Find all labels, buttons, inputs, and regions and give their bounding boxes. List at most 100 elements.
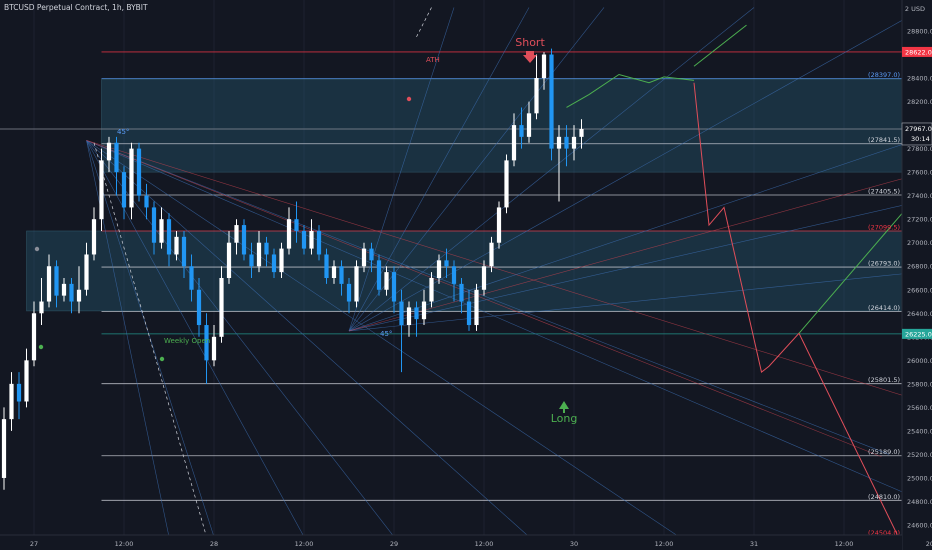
- fan-line: [86, 140, 902, 493]
- candle-body: [444, 260, 449, 267]
- countdown-label: 30:14: [911, 135, 930, 143]
- candle-body: [466, 301, 472, 326]
- time-tick-label: 12:00: [475, 540, 494, 548]
- price-tick-label: 26800.0: [907, 263, 932, 271]
- candle-body: [181, 236, 187, 267]
- level-label: (24504.0): [868, 529, 900, 537]
- fan-line: [348, 7, 455, 332]
- long-label: Long: [551, 412, 578, 425]
- candle-body: [526, 113, 532, 137]
- candle-body: [399, 301, 404, 326]
- price-tick-label: 27800.0: [907, 145, 932, 153]
- angle-label: 45°: [380, 330, 392, 338]
- candle-body: [459, 283, 464, 302]
- candle-body: [429, 278, 434, 302]
- marker-dot: [38, 344, 44, 350]
- candle-body: [174, 236, 179, 255]
- fan-line: [86, 140, 394, 535]
- level-label: (27099.5): [868, 224, 900, 232]
- candle-body: [249, 254, 254, 267]
- time-tick-label: 12:00: [295, 540, 314, 548]
- price-tick-label: 26600.0: [907, 286, 932, 294]
- current-price-label: 27967.0: [905, 125, 932, 133]
- candle-body: [451, 266, 457, 284]
- time-tick-label: 12:00: [115, 540, 134, 548]
- candle-body: [549, 54, 554, 149]
- candle-body: [309, 230, 314, 249]
- candle-body: [9, 383, 14, 420]
- fan-line: [86, 140, 882, 458]
- candle-body: [151, 207, 157, 243]
- marker-dot: [34, 246, 40, 252]
- fan-line: [86, 140, 169, 535]
- level-label: (27405.5): [868, 188, 900, 196]
- candle-body: [556, 136, 562, 149]
- price-tick-label: 25400.0: [907, 427, 932, 435]
- candle-body: [294, 219, 299, 231]
- candle-body: [144, 195, 149, 208]
- candle-body: [1, 419, 7, 478]
- price-axis: [902, 0, 932, 550]
- currency-label: 2 USD: [905, 5, 925, 13]
- candle-body: [129, 148, 134, 208]
- level-label: (27841.5): [868, 136, 900, 144]
- candle-body: [271, 254, 277, 273]
- dashed-line: [416, 7, 432, 38]
- price-tick-label: 25800.0: [907, 380, 932, 388]
- price-tick-label: 28400.0: [907, 75, 932, 83]
- price-tag: [902, 328, 932, 339]
- candle-body: [196, 289, 202, 326]
- dashed-line: [93, 142, 207, 535]
- candle-body: [414, 307, 419, 320]
- candle-body: [421, 301, 427, 320]
- candle-body: [534, 78, 539, 114]
- price-tag-label: 28622.0: [905, 48, 932, 56]
- level-label: (24810.0): [868, 493, 900, 501]
- price-tick-label: 24800.0: [907, 498, 932, 506]
- price-zone: [26, 230, 902, 312]
- candle-body: [219, 278, 224, 337]
- candle-body: [346, 283, 352, 302]
- time-tick-label: 30: [570, 540, 578, 548]
- price-tick-label: 28800.0: [907, 28, 932, 36]
- short-arrow-icon: [523, 51, 537, 63]
- ath-label: ATH: [426, 56, 440, 64]
- angle-label: 45°: [117, 128, 129, 136]
- candle-body: [496, 207, 502, 243]
- projection-path-green-long: [798, 212, 902, 334]
- price-tick-label: 27200.0: [907, 216, 932, 224]
- candle-body: [406, 307, 412, 326]
- candle-body: [91, 219, 97, 255]
- marker-dot: [159, 356, 165, 362]
- time-tick-label: 27: [30, 540, 38, 548]
- candle-body: [579, 128, 584, 137]
- price-tag: [902, 46, 932, 57]
- time-axis: [0, 535, 902, 550]
- level-label: (25189.0): [868, 448, 900, 456]
- price-tick-label: 24600.0: [907, 522, 932, 530]
- candle-body: [436, 260, 442, 278]
- candle-body: [211, 336, 217, 361]
- fan-line: [348, 144, 902, 332]
- candle-body: [226, 242, 232, 278]
- current-price-tag: [901, 122, 932, 146]
- time-tick-label: 12:00: [655, 540, 674, 548]
- price-tick-label: 25200.0: [907, 451, 932, 459]
- price-tick-label: 25600.0: [907, 404, 932, 412]
- candle-body: [571, 136, 577, 149]
- candle-body: [519, 125, 524, 137]
- candle-body: [564, 136, 569, 149]
- candle-body: [354, 266, 359, 302]
- price-zone: [101, 78, 902, 173]
- fan-line: [86, 140, 677, 535]
- candle-body: [241, 225, 247, 255]
- candle-body: [286, 219, 292, 249]
- candle-body: [279, 248, 284, 273]
- candle-body: [256, 242, 262, 267]
- projection-path-green-arrow: [693, 24, 747, 67]
- candle-body: [39, 301, 44, 314]
- candle-body: [114, 142, 119, 173]
- price-tick-label: 28200.0: [907, 98, 932, 106]
